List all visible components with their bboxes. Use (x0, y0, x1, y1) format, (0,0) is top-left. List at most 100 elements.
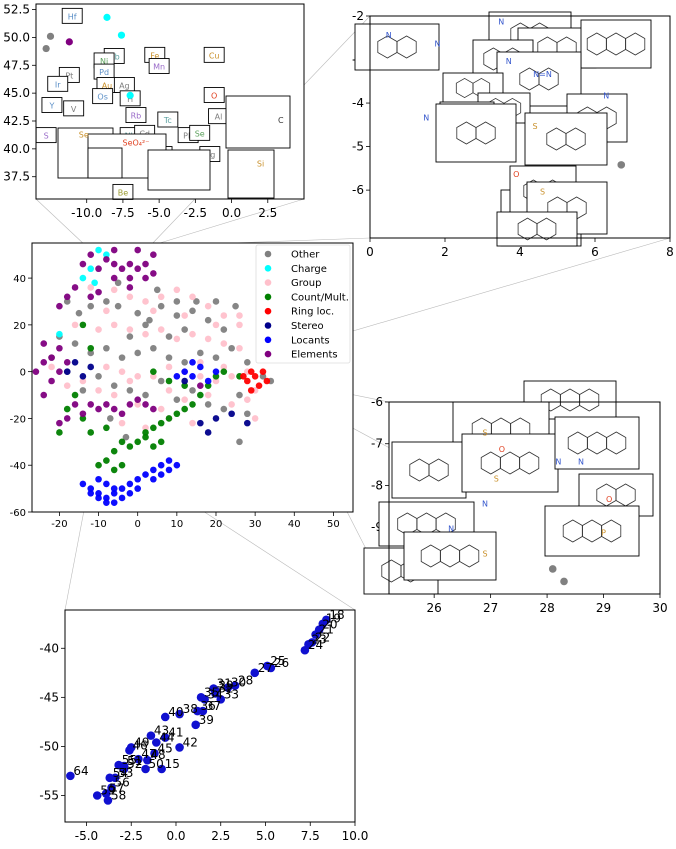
scatter-point (196, 693, 206, 702)
y-tick-label: -20 (10, 414, 26, 425)
x-tick-label: 10 (170, 519, 183, 530)
scatter-point (134, 438, 141, 446)
scatter-point (95, 288, 102, 296)
scatter-point (106, 415, 114, 422)
molecule-atom-label: N (435, 39, 441, 48)
scatter-point (79, 480, 87, 488)
scatter-point (87, 429, 95, 436)
scatter-point (71, 391, 79, 399)
plot-frame (388, 401, 661, 595)
x-tick-label: -20 (51, 519, 67, 530)
scatter-point (71, 321, 79, 329)
molecule-atom-label: N (603, 92, 609, 101)
scatter-point (79, 387, 87, 394)
point-label: 57 (109, 782, 124, 796)
element-symbol: Au (102, 81, 113, 90)
point-label: 34 (208, 687, 223, 701)
scatter-point (204, 429, 212, 436)
scatter-point (151, 738, 161, 747)
legend-label: Stereo (291, 321, 324, 332)
plot-frame (31, 242, 354, 513)
molecule-card (147, 149, 211, 191)
scatter-point (211, 689, 220, 698)
scatter-point (181, 377, 188, 385)
scatter-point (105, 773, 115, 783)
scatter-point (150, 443, 157, 450)
legend-label: Other (291, 250, 320, 261)
scatter-point (173, 410, 181, 418)
scatter-point (118, 354, 126, 361)
scatter-point (101, 789, 111, 798)
point-label: 45 (158, 741, 173, 755)
element-symbol: Y (48, 102, 54, 111)
scatter-point (157, 438, 165, 446)
element-symbol: Ag (119, 81, 130, 90)
scatter-point (87, 344, 95, 352)
scatter-point (157, 764, 166, 774)
scatter-point (228, 373, 235, 380)
point-label: 20 (322, 618, 337, 632)
scatter-point (40, 340, 48, 347)
point-label: 28 (238, 674, 253, 688)
molecule-atom-label: N (386, 31, 392, 40)
scatter-point (232, 302, 239, 310)
scatter-point (126, 293, 134, 301)
scatter-point (95, 265, 102, 273)
element-symbol: H (127, 95, 133, 104)
point-label: 55 (122, 753, 137, 767)
scatter-point (142, 433, 149, 441)
scatter-point (300, 645, 310, 655)
scatter-point (63, 405, 71, 413)
scatter-point (259, 373, 267, 380)
scatter-point (150, 251, 157, 258)
scatter-point (150, 368, 157, 375)
scatter-point (87, 363, 95, 371)
legend-marker (264, 322, 272, 329)
scatter-point (189, 358, 196, 366)
molecule-atom-label: S (482, 549, 487, 558)
scatter-point (189, 330, 196, 338)
scatter-point (65, 38, 73, 46)
scatter-point (48, 363, 55, 371)
scatter-point (79, 274, 87, 282)
scatter-point (228, 401, 235, 408)
scatter-point (191, 720, 200, 730)
scatter-point (204, 391, 212, 399)
scatter-point (107, 783, 116, 792)
scatter-point (165, 333, 173, 340)
point-label: 51 (127, 754, 142, 768)
x-tick-label: 40 (288, 519, 301, 530)
y-tick-label: 52.5 (3, 3, 30, 17)
ring-bond (536, 217, 557, 241)
scatter-point (42, 44, 50, 53)
legend-label: Locants (291, 335, 330, 346)
scatter-point (87, 251, 95, 258)
scatter-point (95, 489, 102, 497)
scatter-point (197, 349, 204, 357)
scatter-point (142, 260, 149, 268)
scatter-point (75, 309, 83, 317)
scatter-point (103, 494, 110, 502)
point-label: 37 (206, 699, 221, 713)
element-card (203, 87, 225, 103)
element-symbol: O (211, 91, 217, 100)
point-label: 54 (113, 766, 128, 780)
scatter-point (157, 302, 165, 310)
x-tick-label: 0 (366, 245, 374, 259)
scatter-point (204, 377, 212, 385)
scatter-point (560, 577, 568, 586)
scatter-point (240, 373, 247, 380)
scatter-point (157, 461, 165, 469)
scatter-point (150, 344, 157, 352)
scatter-point (71, 358, 79, 366)
scatter-point (110, 391, 118, 399)
scatter-point (181, 405, 188, 413)
scatter-point (181, 396, 188, 404)
scatter-point (212, 354, 220, 361)
scatter-point (228, 344, 235, 352)
scatter-point (197, 373, 204, 380)
point-label: 38 (183, 702, 198, 716)
plot-frame (64, 609, 356, 823)
